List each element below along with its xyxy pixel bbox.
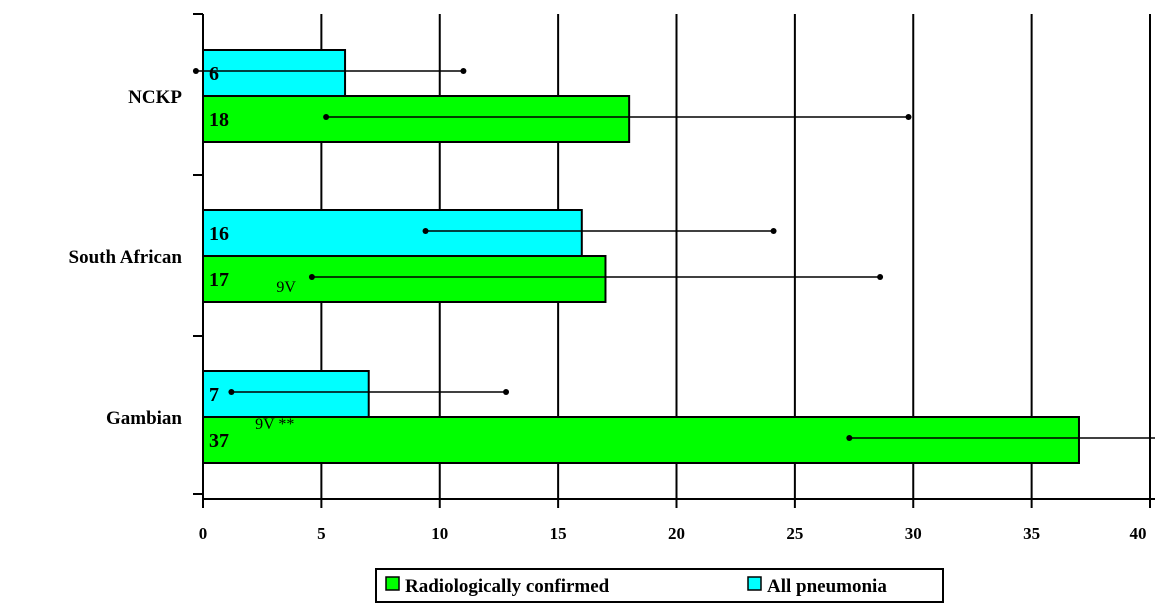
x-tick-label-30: 30	[905, 524, 922, 543]
data-labels: 6 18 NCKP 16 17 South African 7 37 Gambian 9V 9V *…	[69, 63, 297, 452]
category-label-nckp: NCKP	[128, 87, 182, 108]
error-cap-high-0-0	[460, 68, 467, 74]
x-tick-label-35: 35	[1023, 524, 1040, 543]
error-cap-low-0-1	[323, 114, 330, 120]
bar-south-african-1	[202, 255, 607, 303]
error-cap-low-0-0	[192, 68, 199, 74]
x-tick-label-5: 5	[317, 524, 326, 543]
data-label-0-0: 6	[209, 63, 219, 85]
error-cap-high-0-1	[905, 114, 912, 120]
category-label-south-african: South African	[69, 247, 183, 268]
annotation-0: 9V	[276, 279, 296, 296]
bar-nckp-0	[202, 49, 347, 97]
error-cap-high-2-0	[503, 389, 510, 395]
error-cap-low-1-0	[422, 228, 429, 234]
x-tick-label-20: 20	[668, 524, 685, 543]
legend: Radiologically confirmed All pneumonia	[375, 568, 944, 603]
x-tick-label-25: 25	[786, 524, 803, 543]
x-tick-label-15: 15	[550, 524, 567, 543]
bar-gambian-1	[202, 416, 1080, 464]
data-label-1-0: 16	[209, 223, 229, 245]
x-tick-label-40: 40	[1130, 524, 1147, 543]
annotation-1: 9V **	[255, 416, 294, 433]
bar-south-african-0	[202, 209, 583, 257]
bar-nckp-1	[202, 95, 631, 143]
error-cap-low-1-1	[308, 274, 315, 280]
error-bars	[192, 68, 1155, 441]
x-tick-label-10: 10	[431, 524, 448, 543]
legend-box	[375, 568, 944, 603]
error-cap-high-1-0	[770, 228, 777, 234]
data-label-1-1: 17	[209, 269, 229, 291]
data-label-0-1: 18	[209, 109, 229, 131]
error-cap-low-2-0	[228, 389, 235, 395]
bar-gambian-0	[202, 370, 370, 418]
error-cap-low-2-1	[846, 435, 853, 441]
legend-swatch-radiologically-confirmed	[385, 576, 400, 591]
data-label-2-1: 37	[209, 430, 229, 452]
legend-label-all-pneumonia: All pneumonia	[767, 576, 887, 597]
legend-label-radiologically-confirmed: Radiologically confirmed	[405, 576, 610, 597]
x-tick-label-0: 0	[199, 524, 208, 543]
bars	[202, 49, 1080, 464]
category-label-gambian: Gambian	[106, 408, 182, 429]
legend-swatch-all-pneumonia	[747, 576, 762, 591]
error-cap-high-1-1	[877, 274, 884, 280]
data-label-2-0: 7	[209, 384, 219, 406]
axes: 0 5 10 15 20 25 30 35 40	[193, 13, 1155, 543]
